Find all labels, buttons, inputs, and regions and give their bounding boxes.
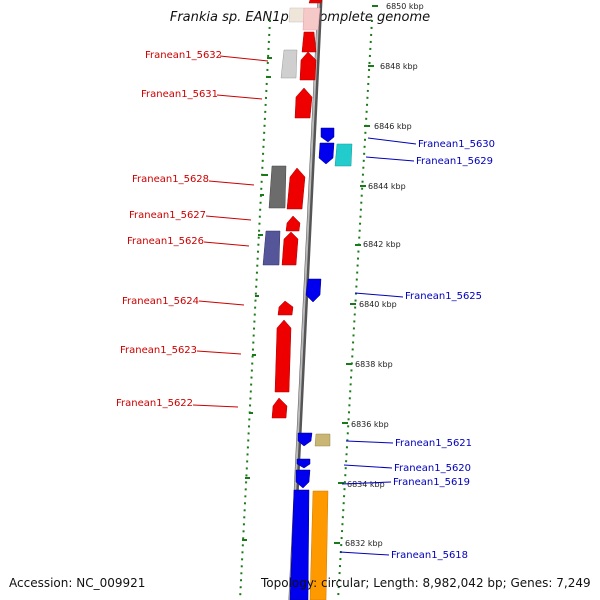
- reverse-gene: [296, 458, 311, 469]
- forward-gene: [274, 319, 292, 393]
- pseudo-feature: [302, 7, 321, 31]
- gene-label: Franean1_5621: [395, 438, 472, 449]
- scale-label: 6844 kbp: [368, 182, 406, 191]
- forward-gene: [271, 397, 288, 419]
- forward-gene: [299, 51, 317, 81]
- scale-label: 6838 kbp: [355, 360, 393, 369]
- gene-label: Franean1_5623: [120, 345, 197, 356]
- scale-labels: 6850 kbp 6848 kbp 6846 kbp 6844 kbp 6842…: [345, 2, 424, 548]
- misc-feature: [314, 433, 331, 447]
- outer-dotted-ring: [337, 19, 373, 600]
- forward-gene: [277, 300, 294, 316]
- misc-feature: [262, 230, 281, 266]
- reverse-gene: [320, 127, 335, 143]
- gene-label: Franean1_5618: [391, 550, 468, 561]
- scale-label: 6840 kbp: [359, 300, 397, 309]
- misc-feature: [268, 165, 287, 209]
- forward-gene: [285, 215, 301, 232]
- gene-label: Franean1_5631: [141, 89, 218, 100]
- gene-label: Franean1_5629: [416, 156, 493, 167]
- scale-label: 6832 kbp: [345, 539, 383, 548]
- gene-label: Franean1_5620: [394, 463, 471, 474]
- forward-gene: [286, 167, 306, 210]
- misc-feature: [334, 143, 353, 167]
- reverse-gene: [318, 142, 335, 165]
- misc-feature: [280, 49, 298, 79]
- accession-text: Accession: NC_009921: [9, 576, 146, 590]
- scale-label: 6848 kbp: [380, 62, 418, 71]
- forward-genes: [271, 0, 323, 419]
- gene-label: Franean1_5622: [116, 398, 193, 409]
- reverse-gene: [289, 489, 310, 600]
- inner-dotted-ring: [239, 19, 271, 600]
- scale-label: 6846 kbp: [374, 122, 412, 131]
- outer-ring-ticks: [334, 5, 378, 544]
- inner-ring-ticks: [242, 57, 272, 541]
- gene-label: Franean1_5630: [418, 139, 495, 150]
- scale-label: 6850 kbp: [386, 2, 424, 11]
- reverse-genes: [289, 127, 335, 600]
- gene-label: Franean1_5619: [393, 477, 470, 488]
- forward-gene: [301, 31, 317, 53]
- reverse-gene: [297, 432, 313, 447]
- reverse-gene: [305, 278, 322, 303]
- gene-label: Franean1_5628: [132, 174, 209, 185]
- gene-label: Franean1_5627: [129, 210, 206, 221]
- topology-text: Topology: circular; Length: 8,982,042 bp…: [261, 576, 591, 590]
- forward-gene: [281, 231, 299, 266]
- scale-label: 6836 kbp: [351, 420, 389, 429]
- gene-label: Franean1_5624: [122, 296, 199, 307]
- pseudo-feature: [288, 7, 305, 23]
- gene-label: Franean1_5632: [145, 50, 222, 61]
- reverse-gene: [295, 469, 311, 489]
- orange-feature: [309, 490, 329, 600]
- scale-label: 6834 kbp: [347, 480, 385, 489]
- gene-label: Franean1_5625: [405, 291, 482, 302]
- scale-label: 6842 kbp: [363, 240, 401, 249]
- label-leaders: [192, 55, 417, 556]
- gene-label: Franean1_5626: [127, 236, 204, 247]
- forward-gene: [294, 87, 313, 119]
- forward-gene: [308, 0, 323, 4]
